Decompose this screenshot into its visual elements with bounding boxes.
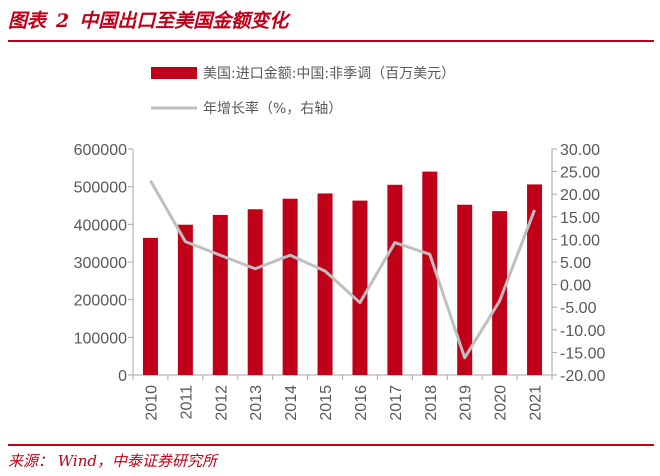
bar — [247, 209, 263, 375]
x-tick-label: 2011 — [178, 385, 195, 420]
left-tick-label: 300000 — [74, 255, 127, 272]
right-tick-label: 0.00 — [560, 278, 591, 295]
right-tick-label: -10.00 — [560, 323, 605, 340]
right-tick-label: 15.00 — [560, 210, 600, 227]
figure-number: 2 — [56, 10, 70, 32]
figure-title: 图表 2 中国出口至美国金额变化 — [8, 6, 288, 33]
bar — [352, 200, 368, 375]
x-tick-label: 2015 — [318, 385, 335, 421]
legend-bar-label: 美国:进口金额:中国:非季调（百万美元） — [203, 66, 455, 82]
bar — [282, 198, 298, 375]
top-rule — [8, 40, 654, 42]
right-tick-label: -5.00 — [560, 300, 597, 317]
bar — [457, 204, 473, 375]
bar — [387, 184, 403, 375]
bar — [212, 214, 228, 375]
tick-labels: 0 100000 200000 300000 400000 500000 600000 -20… — [74, 142, 606, 421]
x-tick-label: 2013 — [248, 385, 265, 421]
figure-label: 图表 — [8, 10, 47, 32]
x-tick-label: 2014 — [283, 385, 300, 421]
bar — [527, 184, 543, 375]
growth-line-series — [149, 179, 536, 360]
bar — [422, 171, 438, 375]
figure-title-text: 中国出口至美国金额变化 — [79, 10, 289, 32]
source-note: 来源： Wind，中泰证券研究所 — [8, 452, 217, 470]
x-tick-label: 2019 — [458, 385, 475, 421]
right-tick-label: 5.00 — [560, 255, 591, 272]
right-tick-label: 30.00 — [560, 142, 600, 159]
bar — [177, 224, 193, 375]
bar — [492, 211, 508, 375]
legend: 美国:进口金额:中国:非季调（百万美元） 年增长率（%，右轴） — [151, 66, 455, 117]
left-tick-label: 600000 — [74, 142, 127, 159]
right-tick-label: 25.00 — [560, 165, 600, 182]
left-tick-label: 0 — [118, 368, 127, 385]
bar — [142, 237, 158, 375]
x-tick-label: 2016 — [353, 385, 370, 421]
axes — [128, 148, 557, 380]
right-tick-label: 10.00 — [560, 232, 600, 249]
x-tick-label: 2020 — [493, 385, 510, 421]
x-tick-label: 2021 — [528, 385, 545, 421]
x-tick-label: 2017 — [388, 385, 405, 421]
x-tick-label: 2018 — [423, 385, 440, 421]
legend-bar-swatch — [151, 67, 197, 79]
left-tick-label: 200000 — [74, 293, 127, 310]
growth-line — [149, 179, 536, 360]
x-tick-label: 2010 — [143, 385, 160, 421]
bar-series — [142, 171, 543, 375]
left-tick-label: 100000 — [74, 330, 127, 347]
legend-line-label: 年增长率（%，右轴） — [203, 100, 342, 117]
right-tick-label: 20.00 — [560, 187, 600, 204]
right-tick-label: -20.00 — [560, 368, 605, 385]
right-tick-label: -15.00 — [560, 345, 605, 362]
bar — [317, 193, 333, 375]
left-tick-label: 500000 — [74, 180, 127, 197]
left-tick-label: 400000 — [74, 217, 127, 234]
bottom-rule — [8, 444, 654, 446]
x-tick-label: 2012 — [213, 385, 230, 421]
